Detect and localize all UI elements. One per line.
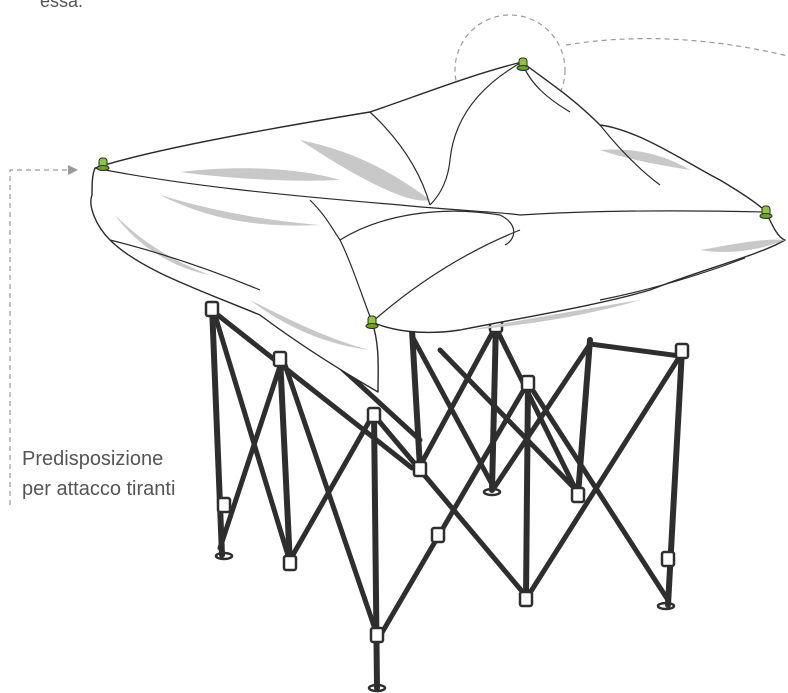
folding-frame	[204, 300, 690, 693]
post-left-mid	[277, 353, 293, 568]
leg-left	[209, 303, 225, 558]
leader-right	[565, 37, 788, 57]
tie-down-anchor-icon	[96, 157, 110, 171]
leader-lines	[9, 14, 788, 505]
callout-line-2: per attacco tiranti	[22, 478, 176, 500]
canopy	[90, 61, 786, 393]
tie-down-callout-label: Predisposizione per attacco tiranti	[22, 444, 175, 504]
tie-down-anchor-icon	[516, 57, 530, 71]
detail-circle	[454, 14, 566, 126]
tie-down-anchors	[96, 57, 773, 329]
leader-left	[9, 169, 68, 505]
tie-down-anchor-icon	[365, 315, 379, 329]
post-back-left	[409, 327, 423, 471]
cropped-caption-text: essa.	[40, 0, 84, 11]
leader-arrowhead	[68, 165, 78, 175]
callout-line-1: Predisposizione	[22, 448, 164, 470]
leg-front	[371, 409, 380, 691]
post-right-mid	[523, 379, 531, 601]
post-back-right	[575, 337, 593, 498]
tie-down-anchor-icon	[759, 205, 773, 219]
canopy-sheet	[90, 61, 786, 393]
